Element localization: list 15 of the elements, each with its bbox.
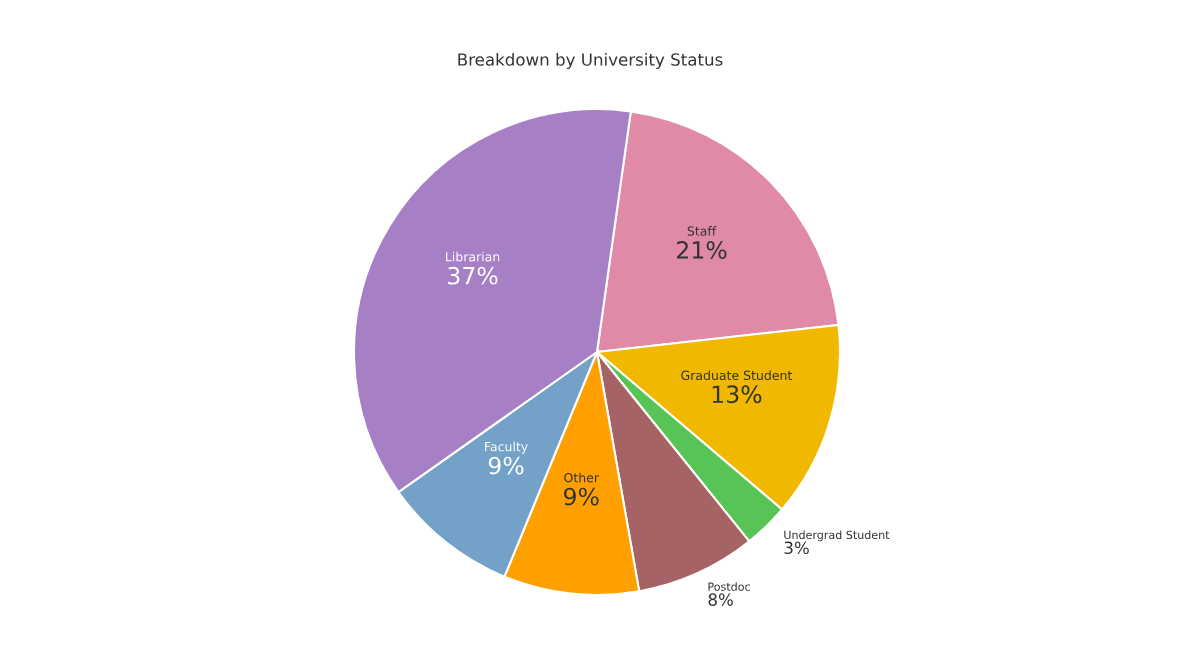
slice-label: Faculty (485, 441, 528, 454)
data-label: 9% (488, 456, 524, 475)
slice-label: Staff (687, 226, 717, 236)
data-label: 9% (564, 487, 599, 506)
data-label: 3% (784, 541, 809, 555)
slice-label: Graduate Student (681, 370, 793, 381)
slice-label: Other (564, 472, 599, 483)
data-label: 21% (677, 241, 727, 259)
data-label: 8% (708, 593, 733, 606)
data-label: 37% (448, 266, 498, 285)
data-label: 13% (712, 385, 762, 404)
slice-label: Librarian (446, 251, 500, 262)
slice-label: Postdoc (708, 582, 750, 591)
slice-label: Undergrad Student (784, 530, 890, 542)
chart-title: Breakdown by University Status (458, 52, 723, 70)
